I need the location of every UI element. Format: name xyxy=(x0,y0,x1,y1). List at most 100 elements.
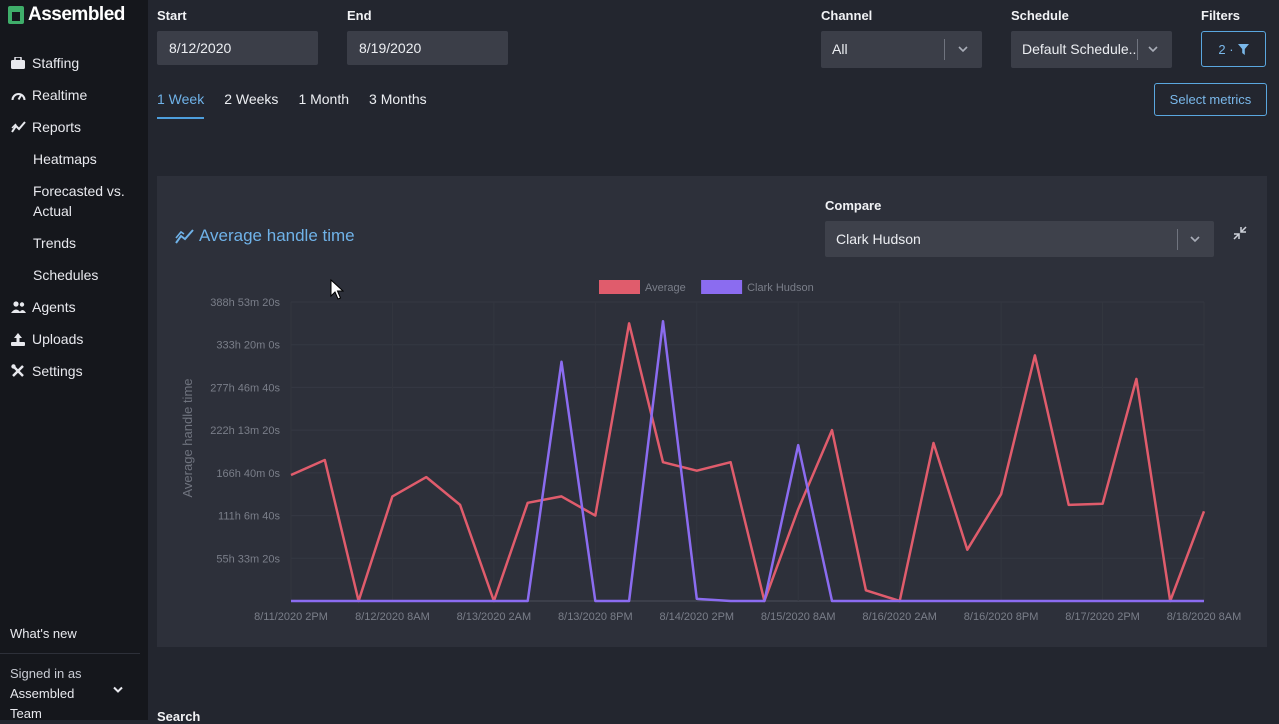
x-tick-label: 8/17/2020 2PM xyxy=(1065,611,1140,623)
speedometer-icon xyxy=(10,87,26,103)
schedule-label: Schedule xyxy=(1011,8,1069,23)
reports-submenu: Heatmaps Forecasted vs. Actual Trends Sc… xyxy=(0,143,148,291)
sidebar-item-realtime[interactable]: Realtime xyxy=(0,79,148,111)
funnel-icon xyxy=(1237,43,1249,55)
users-icon xyxy=(10,299,26,315)
chart-card: Average handle time Compare Clark Hudson… xyxy=(157,176,1267,647)
start-date-input[interactable]: 8/12/2020 xyxy=(157,31,318,65)
x-tick-label: 8/16/2020 2AM xyxy=(862,611,937,623)
select-metrics-button[interactable]: Select metrics xyxy=(1154,83,1267,116)
sidebar-subitem-forecasted-vs-actual[interactable]: Forecasted vs. Actual xyxy=(33,183,125,219)
channel-label: Channel xyxy=(821,8,873,23)
chart-title-text: Average handle time xyxy=(199,226,355,245)
start-label: Start xyxy=(157,8,187,23)
app-name: Assembled xyxy=(28,4,125,25)
x-tick-label: 8/14/2020 2PM xyxy=(659,611,734,623)
sidebar-item-staffing[interactable]: Staffing xyxy=(0,47,148,79)
whats-new-link[interactable]: What's new xyxy=(10,626,77,641)
x-tick-label: 8/15/2020 8AM xyxy=(761,611,836,623)
y-tick-label: 55h 33m 20s xyxy=(216,553,280,565)
legend-swatch xyxy=(599,280,640,294)
y-tick-label: 166h 40m 0s xyxy=(216,468,280,480)
chevron-down-icon[interactable] xyxy=(1189,233,1201,245)
sidebar-item-label: Uploads xyxy=(32,331,84,347)
chevron-down-icon[interactable] xyxy=(957,43,969,55)
legend-label: Clark Hudson xyxy=(747,282,814,294)
sidebar-item-reports[interactable]: Reports xyxy=(0,111,148,143)
tab-2-weeks[interactable]: 2 Weeks xyxy=(224,91,279,107)
app-logo[interactable]: Assembled xyxy=(8,4,125,26)
y-axis-ticks: 55h 33m 20s 111h 6m 40s 166h 40m 0s 222h 13… xyxy=(210,297,280,565)
chart-grid xyxy=(290,301,1205,602)
sidebar-item-label: Settings xyxy=(32,363,83,379)
x-tick-label: 8/12/2020 8AM xyxy=(355,611,430,623)
sidebar-item-uploads[interactable]: Uploads xyxy=(0,323,148,355)
end-label: End xyxy=(347,8,372,23)
compare-select-value: Clark Hudson xyxy=(836,231,921,247)
sidebar-nav: Staffing Realtime Reports Heatmaps Forec… xyxy=(0,47,148,387)
sidebar-item-settings[interactable]: Settings xyxy=(0,355,148,387)
sidebar-item-label: Staffing xyxy=(32,55,80,71)
select-separator xyxy=(1177,229,1178,250)
series-line-clark-hudson xyxy=(291,319,1204,603)
compare-select[interactable]: Clark Hudson xyxy=(825,221,1214,257)
sidebar-item-agents[interactable]: Agents xyxy=(0,291,148,323)
search-label: Search xyxy=(157,709,201,724)
x-tick-label: 8/13/2020 8PM xyxy=(558,611,633,623)
sidebar-subitem-schedules[interactable]: Schedules xyxy=(33,267,99,283)
signed-in-user: Assembled Team xyxy=(10,686,75,721)
sidebar-subitem-heatmaps[interactable]: Heatmaps xyxy=(33,151,97,167)
select-separator xyxy=(1137,39,1138,60)
upload-icon xyxy=(10,331,26,347)
filters-button[interactable]: 2 · xyxy=(1201,31,1266,67)
trend-line-icon xyxy=(175,228,194,244)
x-tick-label: 8/16/2020 8PM xyxy=(964,611,1039,623)
tab-1-week[interactable]: 1 Week xyxy=(157,91,205,119)
y-tick-label: 333h 20m 0s xyxy=(216,340,280,352)
schedule-select-value: Default Schedule... xyxy=(1022,41,1137,57)
channel-select-value: All xyxy=(832,41,848,57)
legend-label: Average xyxy=(645,282,686,294)
x-tick-label: 8/18/2020 8AM xyxy=(1167,611,1242,623)
range-tabs: 1 Week 2 Weeks 1 Month 3 Months xyxy=(157,91,427,119)
x-tick-label: 8/11/2020 2PM xyxy=(254,611,328,623)
chevron-down-icon[interactable] xyxy=(112,686,124,694)
assembled-logo-icon xyxy=(8,6,24,24)
series-line-average xyxy=(290,322,1206,603)
y-axis-label: Average handle time xyxy=(180,378,195,497)
filters-label: Filters xyxy=(1201,8,1241,23)
mouse-cursor-icon xyxy=(330,279,344,300)
end-date-input[interactable]: 8/19/2020 xyxy=(347,31,508,65)
x-tick-label: 8/13/2020 2AM xyxy=(457,611,532,623)
channel-select[interactable]: All xyxy=(821,31,982,68)
staffing-icon xyxy=(10,55,26,71)
compare-label: Compare xyxy=(825,198,882,213)
sidebar-item-label: Agents xyxy=(32,299,76,315)
chart-card-title: Average handle time xyxy=(175,226,355,246)
y-tick-label: 111h 6m 40s xyxy=(218,511,280,523)
chart-series xyxy=(290,319,1206,603)
sidebar-divider xyxy=(0,653,140,654)
sidebar-item-label: Reports xyxy=(32,119,82,135)
signed-in-label: Signed in as xyxy=(10,666,82,681)
collapse-icon[interactable] xyxy=(1233,226,1247,240)
average-handle-time-chart: 55h 33m 20s 111h 6m 40s 166h 40m 0s 222h 13… xyxy=(180,280,1241,623)
select-separator xyxy=(944,39,945,60)
x-axis-ticks: 8/11/2020 2PM 8/12/2020 8AM 8/13/2020 2AM 8… xyxy=(254,611,1241,623)
sidebar-item-label: Realtime xyxy=(32,87,88,103)
chevron-down-icon[interactable] xyxy=(1147,43,1159,55)
filters-count: 2 · xyxy=(1218,41,1234,57)
chart-legend: Average Clark Hudson xyxy=(599,280,814,294)
y-tick-label: 388h 53m 20s xyxy=(210,297,280,309)
y-tick-label: 277h 46m 40s xyxy=(210,382,280,394)
y-tick-label: 222h 13m 20s xyxy=(210,425,280,437)
signed-in-block[interactable]: Signed in as Assembled Team xyxy=(10,664,105,724)
sidebar: Assembled Staffing Realtime Reports Heat… xyxy=(0,0,148,721)
schedule-select[interactable]: Default Schedule... xyxy=(1011,31,1172,68)
legend-swatch xyxy=(701,280,743,294)
tab-1-month[interactable]: 1 Month xyxy=(298,91,350,107)
tab-3-months[interactable]: 3 Months xyxy=(369,91,427,107)
trend-line-icon xyxy=(10,119,26,135)
tools-icon xyxy=(10,363,26,379)
sidebar-subitem-trends[interactable]: Trends xyxy=(33,235,77,251)
